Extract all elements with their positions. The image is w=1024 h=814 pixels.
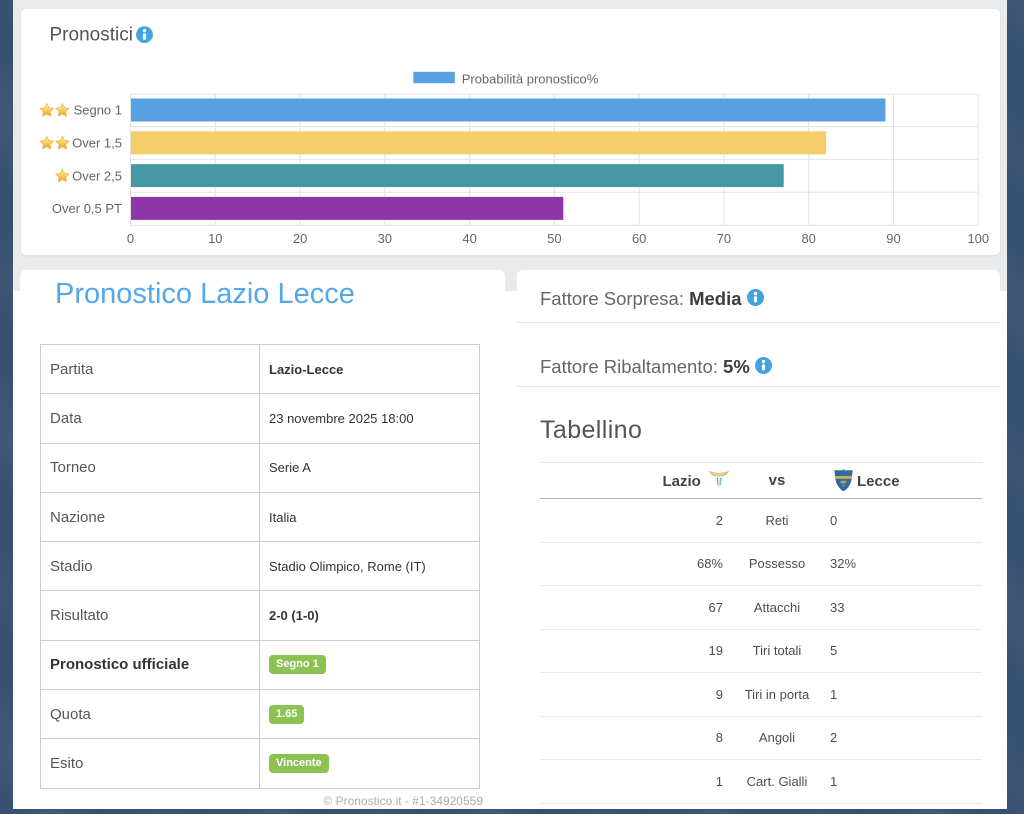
svg-text:Pronostici: Pronostici xyxy=(50,25,133,46)
svg-text:30: 30 xyxy=(378,231,392,246)
svg-text:70: 70 xyxy=(717,231,731,246)
svg-text:Over 2,5: Over 2,5 xyxy=(72,168,122,183)
svg-text:60: 60 xyxy=(632,231,646,246)
svg-text:Over 0,5 PT: Over 0,5 PT xyxy=(52,201,122,216)
svg-text:0: 0 xyxy=(127,231,134,246)
svg-text:90: 90 xyxy=(886,231,900,246)
svg-text:Over 1,5: Over 1,5 xyxy=(72,136,122,151)
svg-text:20: 20 xyxy=(293,231,307,246)
svg-text:40: 40 xyxy=(462,231,476,246)
svg-text:10: 10 xyxy=(208,231,222,246)
svg-text:Segno 1: Segno 1 xyxy=(74,103,122,118)
svg-text:100: 100 xyxy=(967,231,989,246)
svg-text:80: 80 xyxy=(801,231,815,246)
svg-text:50: 50 xyxy=(547,231,561,246)
svg-text:Probabilità pronostico%: Probabilità pronostico% xyxy=(462,72,599,87)
